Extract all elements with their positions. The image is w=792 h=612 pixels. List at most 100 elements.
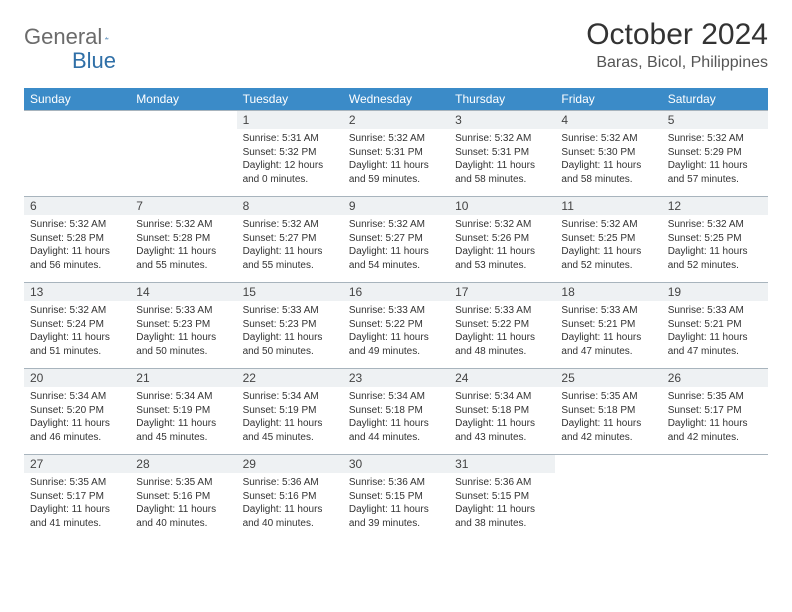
day-detail: Sunrise: 5:34 AMSunset: 5:19 PMDaylight:… (237, 387, 343, 448)
sunrise-line: Sunrise: 5:36 AM (243, 476, 337, 490)
day-number: 24 (449, 368, 555, 387)
calendar-cell: 26Sunrise: 5:35 AMSunset: 5:17 PMDayligh… (662, 368, 768, 454)
daylight-line: Daylight: 11 hours and 55 minutes. (243, 245, 337, 272)
calendar-cell: 11Sunrise: 5:32 AMSunset: 5:25 PMDayligh… (555, 196, 661, 282)
calendar-cell: 14Sunrise: 5:33 AMSunset: 5:23 PMDayligh… (130, 282, 236, 368)
sunset-line: Sunset: 5:23 PM (243, 318, 337, 332)
day-number: 17 (449, 282, 555, 301)
calendar-cell: 30Sunrise: 5:36 AMSunset: 5:15 PMDayligh… (343, 454, 449, 540)
calendar-cell: 29Sunrise: 5:36 AMSunset: 5:16 PMDayligh… (237, 454, 343, 540)
calendar-table: SundayMondayTuesdayWednesdayThursdayFrid… (24, 88, 768, 540)
dow-header: Saturday (662, 88, 768, 110)
day-detail: Sunrise: 5:34 AMSunset: 5:18 PMDaylight:… (343, 387, 449, 448)
day-number: 19 (662, 282, 768, 301)
calendar-cell: 10Sunrise: 5:32 AMSunset: 5:26 PMDayligh… (449, 196, 555, 282)
day-detail: Sunrise: 5:36 AMSunset: 5:16 PMDaylight:… (237, 473, 343, 534)
sunset-line: Sunset: 5:22 PM (455, 318, 549, 332)
daylight-line: Daylight: 11 hours and 50 minutes. (136, 331, 230, 358)
sunset-line: Sunset: 5:24 PM (30, 318, 124, 332)
day-number: 28 (130, 454, 236, 473)
day-detail: Sunrise: 5:35 AMSunset: 5:16 PMDaylight:… (130, 473, 236, 534)
day-number: 15 (237, 282, 343, 301)
calendar-week-row: 1Sunrise: 5:31 AMSunset: 5:32 PMDaylight… (24, 110, 768, 196)
calendar-cell (24, 110, 130, 196)
sunset-line: Sunset: 5:28 PM (136, 232, 230, 246)
day-number: 25 (555, 368, 661, 387)
sunset-line: Sunset: 5:30 PM (561, 146, 655, 160)
sunset-line: Sunset: 5:16 PM (136, 490, 230, 504)
daylight-line: Daylight: 11 hours and 50 minutes. (243, 331, 337, 358)
day-detail: Sunrise: 5:36 AMSunset: 5:15 PMDaylight:… (449, 473, 555, 534)
daylight-line: Daylight: 11 hours and 42 minutes. (561, 417, 655, 444)
day-detail: Sunrise: 5:32 AMSunset: 5:27 PMDaylight:… (343, 215, 449, 276)
sunrise-line: Sunrise: 5:32 AM (136, 218, 230, 232)
dow-header: Tuesday (237, 88, 343, 110)
day-number: 2 (343, 110, 449, 129)
daylight-line: Daylight: 11 hours and 47 minutes. (561, 331, 655, 358)
day-detail: Sunrise: 5:32 AMSunset: 5:31 PMDaylight:… (449, 129, 555, 190)
sunrise-line: Sunrise: 5:34 AM (455, 390, 549, 404)
day-detail: Sunrise: 5:33 AMSunset: 5:21 PMDaylight:… (555, 301, 661, 362)
sunrise-line: Sunrise: 5:33 AM (136, 304, 230, 318)
day-detail: Sunrise: 5:31 AMSunset: 5:32 PMDaylight:… (237, 129, 343, 190)
day-detail: Sunrise: 5:33 AMSunset: 5:21 PMDaylight:… (662, 301, 768, 362)
daylight-line: Daylight: 11 hours and 48 minutes. (455, 331, 549, 358)
calendar-cell: 31Sunrise: 5:36 AMSunset: 5:15 PMDayligh… (449, 454, 555, 540)
day-number: 7 (130, 196, 236, 215)
dow-header: Sunday (24, 88, 130, 110)
day-detail: Sunrise: 5:32 AMSunset: 5:25 PMDaylight:… (662, 215, 768, 276)
day-number: 3 (449, 110, 555, 129)
sunset-line: Sunset: 5:31 PM (455, 146, 549, 160)
sunset-line: Sunset: 5:28 PM (30, 232, 124, 246)
day-detail: Sunrise: 5:32 AMSunset: 5:30 PMDaylight:… (555, 129, 661, 190)
calendar-cell: 16Sunrise: 5:33 AMSunset: 5:22 PMDayligh… (343, 282, 449, 368)
sunset-line: Sunset: 5:26 PM (455, 232, 549, 246)
day-detail: Sunrise: 5:34 AMSunset: 5:19 PMDaylight:… (130, 387, 236, 448)
sunset-line: Sunset: 5:25 PM (668, 232, 762, 246)
day-number: 16 (343, 282, 449, 301)
daylight-line: Daylight: 11 hours and 47 minutes. (668, 331, 762, 358)
sunset-line: Sunset: 5:17 PM (668, 404, 762, 418)
calendar-cell: 27Sunrise: 5:35 AMSunset: 5:17 PMDayligh… (24, 454, 130, 540)
daylight-line: Daylight: 11 hours and 56 minutes. (30, 245, 124, 272)
day-detail: Sunrise: 5:33 AMSunset: 5:22 PMDaylight:… (449, 301, 555, 362)
sunrise-line: Sunrise: 5:35 AM (136, 476, 230, 490)
day-detail: Sunrise: 5:35 AMSunset: 5:18 PMDaylight:… (555, 387, 661, 448)
day-detail: Sunrise: 5:32 AMSunset: 5:29 PMDaylight:… (662, 129, 768, 190)
sunrise-line: Sunrise: 5:32 AM (349, 132, 443, 146)
calendar-cell: 22Sunrise: 5:34 AMSunset: 5:19 PMDayligh… (237, 368, 343, 454)
sunset-line: Sunset: 5:27 PM (243, 232, 337, 246)
dow-header: Monday (130, 88, 236, 110)
day-number: 8 (237, 196, 343, 215)
day-detail: Sunrise: 5:33 AMSunset: 5:23 PMDaylight:… (130, 301, 236, 362)
day-detail: Sunrise: 5:32 AMSunset: 5:28 PMDaylight:… (24, 215, 130, 276)
calendar-cell: 15Sunrise: 5:33 AMSunset: 5:23 PMDayligh… (237, 282, 343, 368)
calendar-cell: 13Sunrise: 5:32 AMSunset: 5:24 PMDayligh… (24, 282, 130, 368)
day-detail: Sunrise: 5:35 AMSunset: 5:17 PMDaylight:… (662, 387, 768, 448)
day-number: 29 (237, 454, 343, 473)
day-number: 11 (555, 196, 661, 215)
calendar-cell: 6Sunrise: 5:32 AMSunset: 5:28 PMDaylight… (24, 196, 130, 282)
daylight-line: Daylight: 11 hours and 51 minutes. (30, 331, 124, 358)
brand-sail-icon (105, 30, 108, 46)
daylight-line: Daylight: 11 hours and 38 minutes. (455, 503, 549, 530)
calendar-cell: 25Sunrise: 5:35 AMSunset: 5:18 PMDayligh… (555, 368, 661, 454)
empty-day-bar (662, 454, 768, 472)
day-detail: Sunrise: 5:32 AMSunset: 5:27 PMDaylight:… (237, 215, 343, 276)
daylight-line: Daylight: 11 hours and 58 minutes. (561, 159, 655, 186)
daylight-line: Daylight: 11 hours and 53 minutes. (455, 245, 549, 272)
calendar-cell (130, 110, 236, 196)
sunset-line: Sunset: 5:18 PM (561, 404, 655, 418)
sunrise-line: Sunrise: 5:35 AM (30, 476, 124, 490)
sunset-line: Sunset: 5:29 PM (668, 146, 762, 160)
dow-header: Friday (555, 88, 661, 110)
calendar-week-row: 13Sunrise: 5:32 AMSunset: 5:24 PMDayligh… (24, 282, 768, 368)
daylight-line: Daylight: 11 hours and 55 minutes. (136, 245, 230, 272)
day-number: 31 (449, 454, 555, 473)
day-number: 5 (662, 110, 768, 129)
sunset-line: Sunset: 5:16 PM (243, 490, 337, 504)
daylight-line: Daylight: 11 hours and 41 minutes. (30, 503, 124, 530)
daylight-line: Daylight: 11 hours and 39 minutes. (349, 503, 443, 530)
sunrise-line: Sunrise: 5:33 AM (349, 304, 443, 318)
calendar-cell: 28Sunrise: 5:35 AMSunset: 5:16 PMDayligh… (130, 454, 236, 540)
